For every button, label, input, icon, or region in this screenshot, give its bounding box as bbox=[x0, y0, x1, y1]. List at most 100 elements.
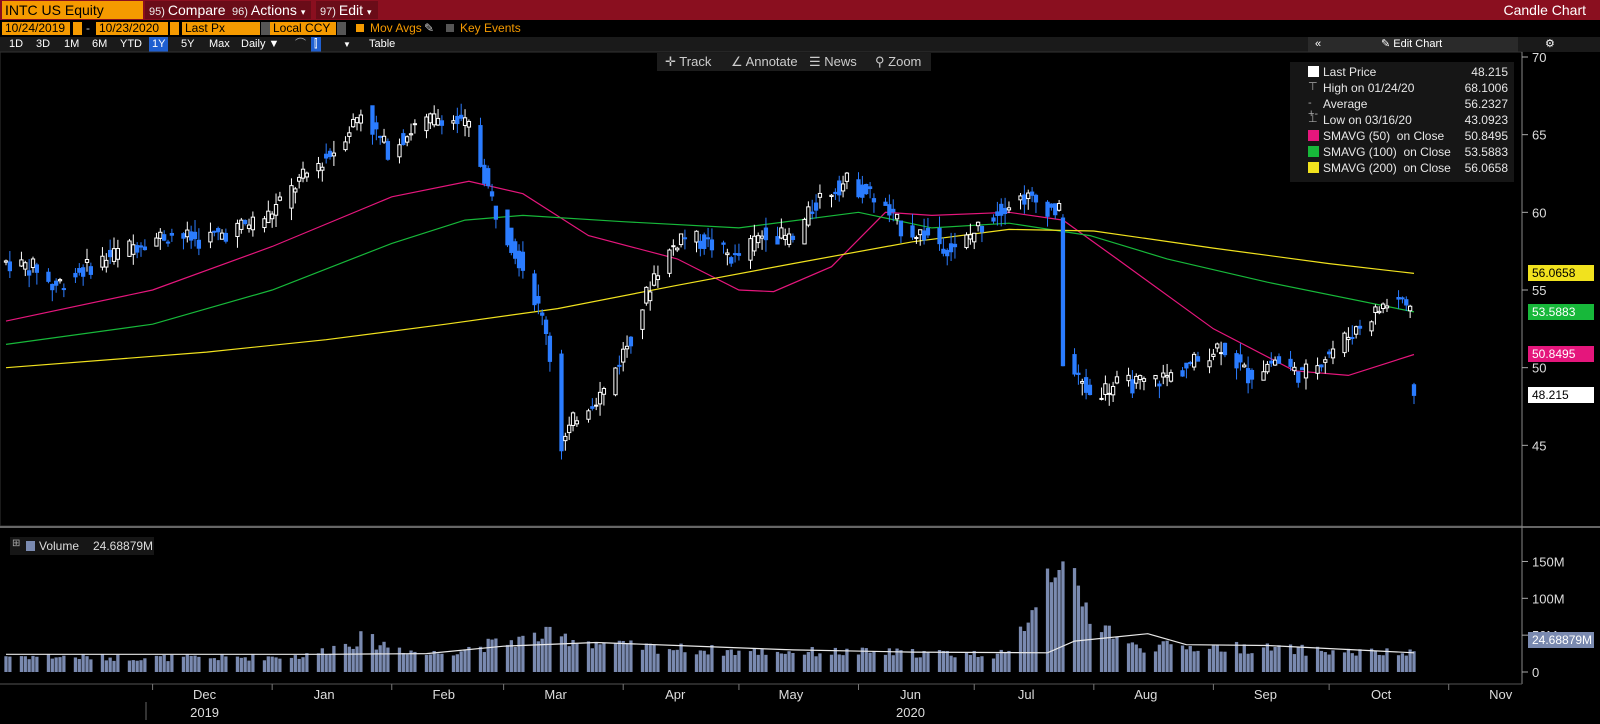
price-field-select[interactable]: Last Px bbox=[182, 22, 260, 35]
crosshair-icon: ✛ bbox=[665, 54, 676, 69]
candle-body bbox=[786, 233, 792, 245]
edit-chart-button[interactable]: ✎ Edit Chart bbox=[1381, 38, 1443, 50]
volume-bar bbox=[251, 653, 255, 672]
range-3d[interactable]: 3D bbox=[36, 38, 51, 50]
start-date-field[interactable]: 10/24/2019 bbox=[2, 22, 70, 35]
range-1d[interactable]: 1D bbox=[9, 38, 24, 50]
volume-bar bbox=[1153, 651, 1158, 672]
volume-bar bbox=[1161, 641, 1165, 672]
table-button[interactable]: Table bbox=[369, 38, 396, 50]
range-ytd[interactable]: YTD bbox=[120, 38, 142, 50]
candle-body bbox=[651, 273, 657, 286]
candle-body bbox=[1299, 367, 1305, 371]
range-6m[interactable]: 6M bbox=[92, 38, 108, 50]
expand-icon[interactable]: ⊞ bbox=[12, 538, 21, 549]
candle-body bbox=[1276, 356, 1282, 364]
legend-value: 43.0923 bbox=[1464, 113, 1508, 127]
currency-select[interactable]: Local CCY bbox=[270, 22, 336, 35]
range-max[interactable]: Max bbox=[209, 38, 230, 50]
pencil-icon[interactable]: ✎ bbox=[424, 21, 435, 35]
actions-button[interactable]: 96) Actions ▾ bbox=[228, 1, 312, 19]
key-events-checkbox[interactable] bbox=[446, 24, 454, 32]
candle-body bbox=[289, 185, 294, 209]
track-button[interactable]: ✛ Track bbox=[665, 53, 711, 71]
volume-bar bbox=[1269, 650, 1273, 672]
candle-body bbox=[948, 243, 954, 253]
zoom-button[interactable]: ⚲ Zoom bbox=[875, 53, 921, 71]
price-field-dropdown-icon[interactable] bbox=[261, 22, 270, 35]
volume-bar bbox=[320, 648, 324, 672]
candle-body bbox=[570, 412, 576, 427]
period-select[interactable]: Daily ▼ bbox=[241, 38, 280, 50]
currency-dropdown-icon[interactable] bbox=[337, 22, 346, 35]
candle-body bbox=[1130, 379, 1135, 394]
volume-bar bbox=[563, 633, 567, 672]
volume-bar bbox=[486, 638, 490, 672]
candle-body bbox=[1083, 377, 1089, 393]
compare-button[interactable]: 95) Compare bbox=[145, 1, 232, 19]
candle-chart-icon[interactable]: ⫿ bbox=[311, 37, 321, 52]
volume-bar bbox=[976, 656, 980, 672]
volume-bar bbox=[1169, 644, 1173, 672]
volume-bar bbox=[1076, 585, 1081, 672]
candle-body bbox=[856, 179, 861, 198]
candle-body bbox=[212, 230, 217, 233]
candle-body bbox=[655, 275, 661, 281]
month-label: Jun bbox=[900, 687, 921, 702]
start-date-calendar-icon[interactable] bbox=[73, 22, 82, 35]
chart-type-dropdown-icon[interactable]: ▼ bbox=[343, 40, 351, 49]
volume-bar bbox=[733, 655, 737, 672]
end-date-field[interactable]: 10/23/2020 bbox=[96, 22, 168, 35]
candle-body bbox=[1342, 332, 1347, 354]
mov-avgs-checkbox[interactable] bbox=[356, 24, 364, 32]
candle-body bbox=[644, 286, 649, 304]
range-5y[interactable]: 5Y bbox=[181, 38, 195, 50]
end-date-calendar-icon[interactable] bbox=[170, 22, 179, 35]
line-chart-icon[interactable]: ⌒ bbox=[295, 38, 306, 50]
collapse-icon[interactable]: « bbox=[1315, 38, 1322, 50]
range-1m[interactable]: 1M bbox=[64, 38, 80, 50]
volume-bar bbox=[783, 653, 787, 672]
candle-body bbox=[563, 435, 568, 442]
candle-body bbox=[829, 194, 834, 197]
range-1y[interactable]: 1Y bbox=[149, 37, 169, 52]
candle-body bbox=[995, 211, 1000, 216]
edit-button[interactable]: 97) Edit ▾ bbox=[316, 1, 378, 19]
legend-name: High on 01/24/20 bbox=[1323, 81, 1415, 95]
ticker-field[interactable]: INTC US Equity bbox=[2, 1, 143, 19]
volume-bar bbox=[1030, 610, 1034, 672]
candle-body bbox=[833, 191, 838, 195]
volume-bar bbox=[1192, 651, 1196, 672]
volume-bar bbox=[760, 649, 764, 672]
volume-bar bbox=[1223, 651, 1227, 672]
volume-bar bbox=[1045, 568, 1050, 672]
candle-body bbox=[586, 410, 591, 420]
volume-bar bbox=[505, 644, 510, 672]
legend-high: ⊤ High on 01/24/20 68.1006 bbox=[1290, 80, 1514, 96]
candle-body bbox=[235, 222, 240, 238]
candle-body bbox=[1049, 203, 1054, 208]
settings-gear-icon[interactable]: ⚙ bbox=[1545, 38, 1555, 50]
volume-bar bbox=[598, 644, 602, 672]
price-tick-label: 70 bbox=[1532, 50, 1546, 65]
volume-bar bbox=[428, 654, 432, 672]
volume-bar bbox=[1003, 652, 1007, 672]
news-button[interactable]: ☰ News bbox=[809, 53, 857, 71]
candle-body bbox=[1161, 372, 1166, 378]
candle-body bbox=[189, 231, 194, 241]
legend-sma50: SMAVG (50) on Close 50.8495 bbox=[1290, 128, 1514, 144]
candle-body bbox=[597, 391, 603, 405]
volume-bar bbox=[4, 656, 8, 672]
sma50-swatch bbox=[1308, 130, 1319, 141]
volume-bar bbox=[143, 658, 147, 672]
candle-body bbox=[941, 248, 946, 254]
volume-bar bbox=[895, 648, 899, 672]
candle-body bbox=[1211, 353, 1216, 357]
volume-bar bbox=[679, 643, 683, 672]
volume-bar bbox=[571, 640, 575, 672]
candle-body bbox=[435, 117, 441, 126]
annotate-button[interactable]: ∠ Annotate bbox=[731, 53, 798, 71]
month-label: Aug bbox=[1134, 687, 1157, 702]
volume-bar bbox=[602, 643, 606, 672]
